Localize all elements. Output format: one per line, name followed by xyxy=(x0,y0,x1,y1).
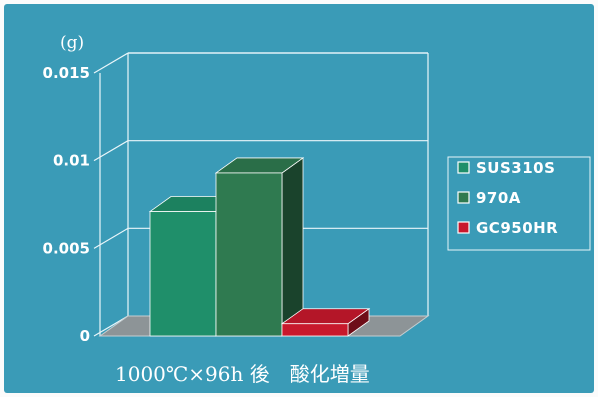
gridline-diagonal xyxy=(93,140,129,162)
legend-item-gc950hr: GC950HR xyxy=(457,219,558,237)
legend-swatch xyxy=(457,221,470,234)
y-tick-label: 0 xyxy=(80,327,90,345)
y-tick-labels: 0 0.005 0.01 0.015 xyxy=(43,64,90,345)
bar-front xyxy=(215,172,283,337)
legend-swatch xyxy=(457,191,470,204)
chart-caption: 1000℃×96h 後 酸化増量 xyxy=(115,362,370,386)
legend-label: GC950HR xyxy=(476,219,558,237)
y-tick-label: 0.01 xyxy=(53,152,90,170)
y-tick-label: 0.005 xyxy=(43,239,90,257)
legend-item-970a: 970A xyxy=(457,189,521,207)
chart-frame xyxy=(93,52,429,337)
legend: SUS310S 970A GC950HR xyxy=(457,159,558,237)
gridline-diagonal xyxy=(93,227,129,249)
bar-970a xyxy=(214,157,305,337)
legend-label: 970A xyxy=(476,189,521,207)
bars-group xyxy=(148,157,371,337)
bar-front xyxy=(149,211,217,337)
y-unit-label: (g) xyxy=(60,33,84,53)
bar-side xyxy=(281,157,304,337)
bar-gc950hr xyxy=(280,307,371,337)
y-tick-label: 0.015 xyxy=(43,64,90,82)
legend-label: SUS310S xyxy=(476,159,555,177)
legend-item-sus310s: SUS310S xyxy=(457,159,555,177)
gridline-diagonal xyxy=(93,52,129,74)
bar-front xyxy=(281,323,349,337)
legend-swatch xyxy=(457,161,470,174)
legend-box xyxy=(447,156,591,251)
gridline-diagonal xyxy=(93,315,129,337)
